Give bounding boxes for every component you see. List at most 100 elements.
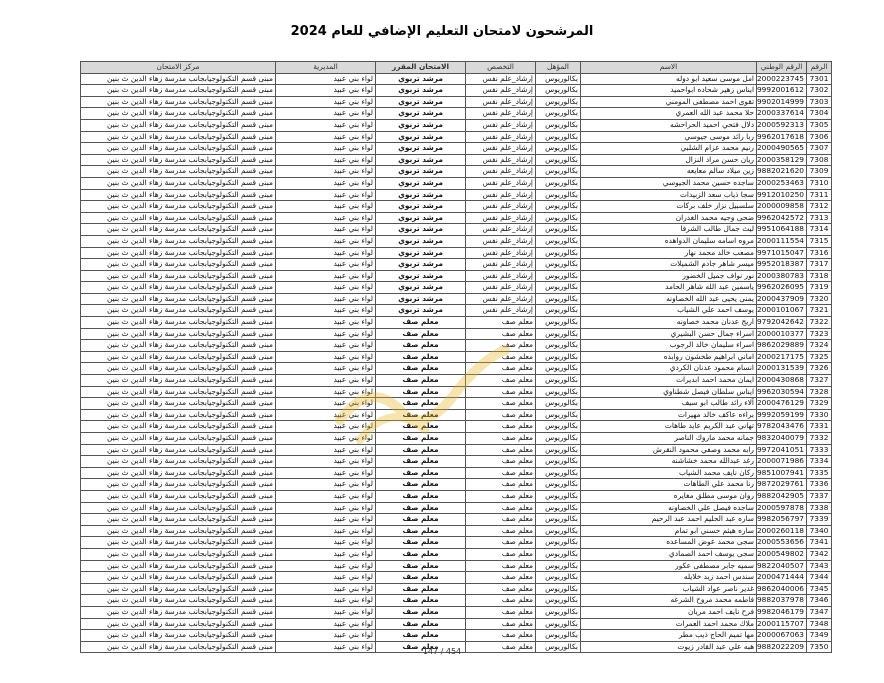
table-row: 7322 9792042642 اريج عدنان محمد خصاونه بكال… xyxy=(80,316,832,329)
table-row: 7312 2000009858 سلسبيل نزار خلف بركات بكالو… xyxy=(80,200,832,213)
cell-qualification: بكالوريوس xyxy=(535,489,581,503)
cell-directorate: لواء بني عبيد xyxy=(275,72,376,86)
cell-row-number: 7318 xyxy=(806,269,832,283)
cell-qualification: بكالوريوس xyxy=(535,246,581,260)
cell-exam-center: مبنى قسم التكنولوجيابجانب مدرسة زهاء الد… xyxy=(80,339,276,352)
cell-row-number: 7308 xyxy=(806,153,832,167)
cell-qualification: بكالوريوس xyxy=(535,466,581,480)
cell-row-number: 7344 xyxy=(806,571,832,584)
table-header: الرقم الرقم الوطني الاسم المؤهل التخصص الامتح… xyxy=(80,61,832,74)
cell-exam-center: مبنى قسم التكنولوجيابجانب مدرسة زهاء الد… xyxy=(80,118,276,132)
cell-exam: مرشد تربوي xyxy=(375,142,466,155)
cell-qualification: بكالوريوس xyxy=(535,443,581,457)
cell-exam-center: مبنى قسم التكنولوجيابجانب مدرسة زهاء الد… xyxy=(80,211,276,225)
cell-national-id: 2000380783 xyxy=(756,269,807,283)
cell-specialization: إرشاد_علم نفس xyxy=(465,153,536,167)
cell-exam: معلم صف xyxy=(375,350,466,364)
cell-name: مصعب خالد محمد نهار xyxy=(580,246,757,260)
cell-national-id: 2000101067 xyxy=(756,304,807,318)
cell-exam-center: مبنى قسم التكنولوجيابجانب مدرسة زهاء الد… xyxy=(80,432,276,445)
table-row: 7326 2000131539 انسام محمود عدنان الكردي بك… xyxy=(80,362,832,376)
cell-name: يوسف احمد علي الشياب xyxy=(580,304,757,318)
cell-exam-center: مبنى قسم التكنولوجيابجانب مدرسة زهاء الد… xyxy=(80,559,276,573)
cell-row-number: 7305 xyxy=(806,118,832,132)
cell-specialization: إرشاد_علم نفس xyxy=(465,107,536,120)
cell-exam: معلم صف xyxy=(375,362,466,376)
cell-directorate: لواء بني عبيد xyxy=(275,258,376,271)
column-header-qualification: المؤهل xyxy=(535,61,581,74)
cell-exam: مرشد تربوي xyxy=(375,188,466,202)
cell-directorate: لواء بني عبيد xyxy=(275,617,376,631)
table-row: 7321 2000101067 يوسف احمد علي الشياب بكالور… xyxy=(80,304,832,318)
cell-exam-center: مبنى قسم التكنولوجيابجانب مدرسة زهاء الد… xyxy=(80,304,276,318)
cell-exam-center: مبنى قسم التكنولوجيابجانب مدرسة زهاء الد… xyxy=(80,234,276,248)
cell-row-number: 7346 xyxy=(806,594,832,607)
cell-national-id: 2000430868 xyxy=(756,374,807,387)
cell-name: ساره عبد الحليم احمد عبد الرحيم xyxy=(580,513,757,526)
cell-directorate: لواء بني عبيد xyxy=(275,84,376,97)
cell-exam: معلم صف xyxy=(375,524,466,538)
cell-national-id: 2000131539 xyxy=(756,362,807,376)
cell-exam-center: مبنى قسم التكنولوجيابجانب مدرسة زهاء الد… xyxy=(80,258,276,271)
cell-qualification: بكالوريوس xyxy=(535,640,581,654)
cell-specialization: معلم صف xyxy=(465,524,536,538)
cell-row-number: 7331 xyxy=(806,420,832,433)
cell-specialization: إرشاد_علم نفس xyxy=(465,118,536,132)
cell-exam-center: مبنى قسم التكنولوجيابجانب مدرسة زهاء الد… xyxy=(80,107,276,120)
table-row: 7318 2000380783 نور نواف جميل الخضور بكالور… xyxy=(80,269,832,283)
cell-row-number: 7333 xyxy=(806,443,832,457)
cell-national-id: 9982046179 xyxy=(756,605,807,619)
cell-name: مها تميم الحاج ذيب مطر xyxy=(580,629,757,642)
cell-directorate: لواء بني عبيد xyxy=(275,489,376,503)
cell-row-number: 7326 xyxy=(806,362,832,376)
cell-qualification: بكالوريوس xyxy=(535,559,581,573)
cell-name: سميه جابر مصطفى عكور xyxy=(580,559,757,573)
cell-exam-center: مبنى قسم التكنولوجيابجانب مدرسة زهاء الد… xyxy=(80,200,276,213)
cell-row-number: 7302 xyxy=(806,84,832,97)
cell-qualification: بكالوريوس xyxy=(535,165,581,178)
cell-name: رابه محمد وصفي محمود النقرش xyxy=(580,443,757,457)
cell-national-id: 2000111554 xyxy=(756,234,807,248)
cell-qualification: بكالوريوس xyxy=(535,234,581,248)
cell-specialization: معلم صف xyxy=(465,316,536,329)
cell-national-id: 2000223745 xyxy=(756,72,807,86)
cell-specialization: معلم صف xyxy=(465,594,536,607)
cell-exam-center: مبنى قسم التكنولوجيابجانب مدرسة زهاء الد… xyxy=(80,594,276,607)
cell-name: رنا محمد علي الطاهات xyxy=(580,478,757,491)
cell-exam-center: مبنى قسم التكنولوجيابجانب مدرسة زهاء الد… xyxy=(80,72,276,86)
cell-national-id: 2000437909 xyxy=(756,292,807,306)
cell-row-number: 7317 xyxy=(806,258,832,271)
cell-row-number: 7340 xyxy=(806,524,832,538)
table-row: 7335 9851007941 ركان نايف محمد الشياب بكالو… xyxy=(80,466,832,480)
cell-exam-center: مبنى قسم التكنولوجيابجانب مدرسة زهاء الد… xyxy=(80,397,276,410)
cell-name: امل موسى سعيد ابو دوله xyxy=(580,72,757,86)
cell-directorate: لواء بني عبيد xyxy=(275,524,376,538)
cell-specialization: معلم صف xyxy=(465,408,536,422)
cell-national-id: 2000071986 xyxy=(756,455,807,468)
cell-national-id: 9832040079 xyxy=(756,432,807,445)
cell-exam: معلم صف xyxy=(375,408,466,422)
cell-exam: مرشد تربوي xyxy=(375,292,466,306)
cell-national-id: 9782043476 xyxy=(756,420,807,433)
cell-exam: مرشد تربوي xyxy=(375,118,466,132)
table-row: 7323 2000010377 اسراء جمال حسن البشيري بكال… xyxy=(80,327,832,341)
cell-exam: مرشد تربوي xyxy=(375,200,466,213)
cell-exam: مرشد تربوي xyxy=(375,107,466,120)
cell-exam-center: مبنى قسم التكنولوجيابجانب مدرسة زهاء الد… xyxy=(80,269,276,283)
cell-qualification: بكالوريوس xyxy=(535,72,581,86)
cell-exam-center: مبنى قسم التكنولوجيابجانب مدرسة زهاء الد… xyxy=(80,316,276,329)
cell-specialization: إرشاد_علم نفس xyxy=(465,304,536,318)
table-row: 7346 9882037978 فاطمه محمد مروح الشرعه بكال… xyxy=(80,594,832,607)
cell-exam: معلم صف xyxy=(375,582,466,596)
cell-specialization: معلم صف xyxy=(465,339,536,352)
table-row: 7345 9862040006 غدير ناصر عواد الشياب بكالو… xyxy=(80,582,832,596)
table-row: 7336 9872029761 رنا محمد علي الطاهات بكالور… xyxy=(80,478,832,491)
cell-row-number: 7337 xyxy=(806,489,832,503)
cell-exam: مرشد تربوي xyxy=(375,153,466,167)
cell-directorate: لواء بني عبيد xyxy=(275,582,376,596)
cell-directorate: لواء بني عبيد xyxy=(275,443,376,457)
cell-specialization: معلم صف xyxy=(465,397,536,410)
cell-specialization: إرشاد_علم نفس xyxy=(465,165,536,178)
cell-national-id: 9992059199 xyxy=(756,408,807,422)
cell-specialization: معلم صف xyxy=(465,432,536,445)
